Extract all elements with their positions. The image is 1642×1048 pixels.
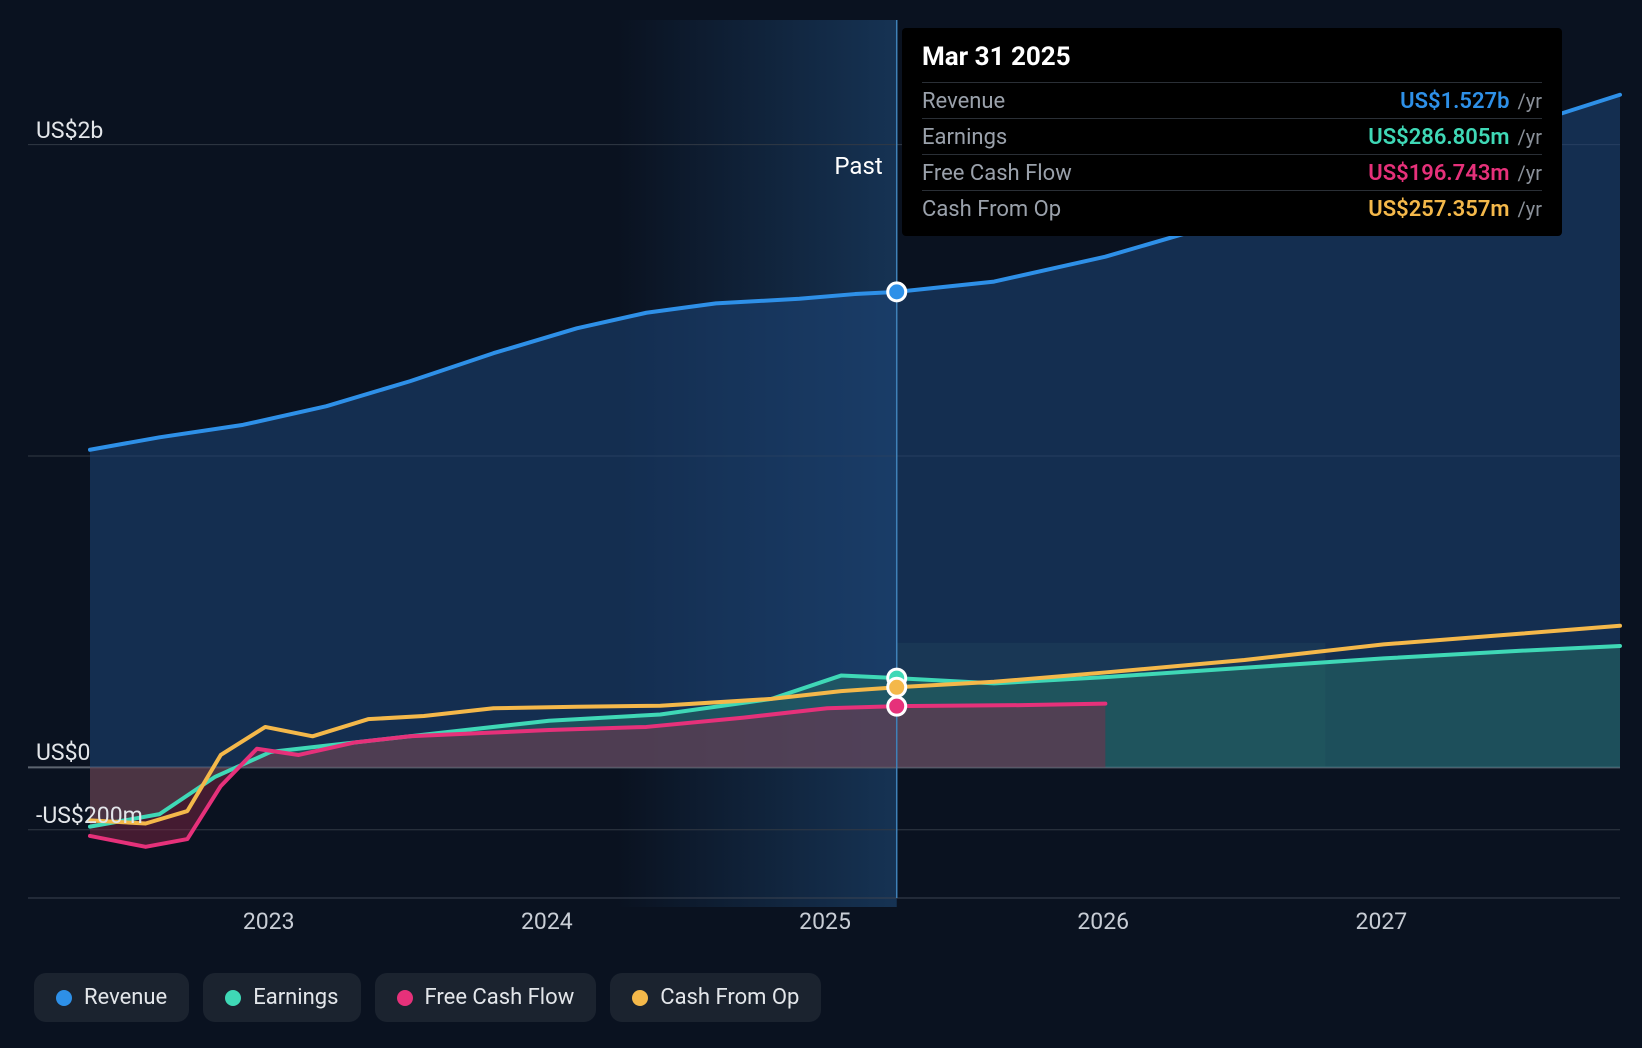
tooltip-metric-label: Free Cash Flow xyxy=(922,161,1072,186)
tooltip-metric-value: US$286.805m xyxy=(1368,125,1509,150)
past-label: Past xyxy=(834,152,882,180)
x-axis-label: 2024 xyxy=(521,908,573,935)
x-axis-label: 2026 xyxy=(1077,908,1129,935)
fcf-swatch-icon xyxy=(397,990,413,1006)
tooltip-metric-label: Cash From Op xyxy=(922,197,1061,222)
earnings-revenue-chart[interactable]: US$2b US$0 -US$200m 2023 2024 2025 2026 2027 P… xyxy=(0,0,1642,1048)
x-axis-label: 2023 xyxy=(243,908,295,935)
legend-label: Cash From Op xyxy=(660,985,799,1010)
legend-label: Earnings xyxy=(253,985,338,1010)
tooltip-metric-unit: /yr xyxy=(1518,89,1543,113)
tooltip-metric-value: US$196.743m xyxy=(1368,161,1509,186)
tooltip-row: Free Cash Flow US$196.743m/yr xyxy=(922,154,1542,190)
y-axis-label: US$2b xyxy=(36,117,103,144)
tooltip-date: Mar 31 2025 xyxy=(922,42,1542,72)
x-axis-label: 2027 xyxy=(1356,908,1408,935)
x-axis-label: 2025 xyxy=(799,908,851,935)
earnings-swatch-icon xyxy=(225,990,241,1006)
tooltip-metric-label: Earnings xyxy=(922,125,1007,150)
legend-item-revenue[interactable]: Revenue xyxy=(34,973,189,1022)
tooltip-metric-unit: /yr xyxy=(1518,125,1543,149)
legend-item-cfo[interactable]: Cash From Op xyxy=(610,973,821,1022)
cfo-swatch-icon xyxy=(632,990,648,1006)
legend-item-earnings[interactable]: Earnings xyxy=(203,973,360,1022)
tooltip-row: Cash From Op US$257.357m/yr xyxy=(922,190,1542,226)
hover-tooltip: Mar 31 2025 Revenue US$1.527b/yr Earnings U… xyxy=(902,28,1562,236)
legend-label: Revenue xyxy=(84,985,167,1010)
chart-legend: Revenue Earnings Free Cash Flow Cash From O… xyxy=(34,973,821,1022)
tooltip-metric-label: Revenue xyxy=(922,89,1005,114)
y-axis-label: US$0 xyxy=(36,739,90,766)
revenue-swatch-icon xyxy=(56,990,72,1006)
tooltip-metric-value: US$1.527b xyxy=(1400,89,1509,114)
legend-label: Free Cash Flow xyxy=(425,985,575,1010)
tooltip-row: Revenue US$1.527b/yr xyxy=(922,82,1542,118)
tooltip-metric-unit: /yr xyxy=(1518,197,1543,221)
y-axis-label: -US$200m xyxy=(36,802,143,829)
tooltip-row: Earnings US$286.805m/yr xyxy=(922,118,1542,154)
legend-item-fcf[interactable]: Free Cash Flow xyxy=(375,973,597,1022)
tooltip-metric-value: US$257.357m xyxy=(1368,197,1509,222)
tooltip-metric-unit: /yr xyxy=(1518,161,1543,185)
